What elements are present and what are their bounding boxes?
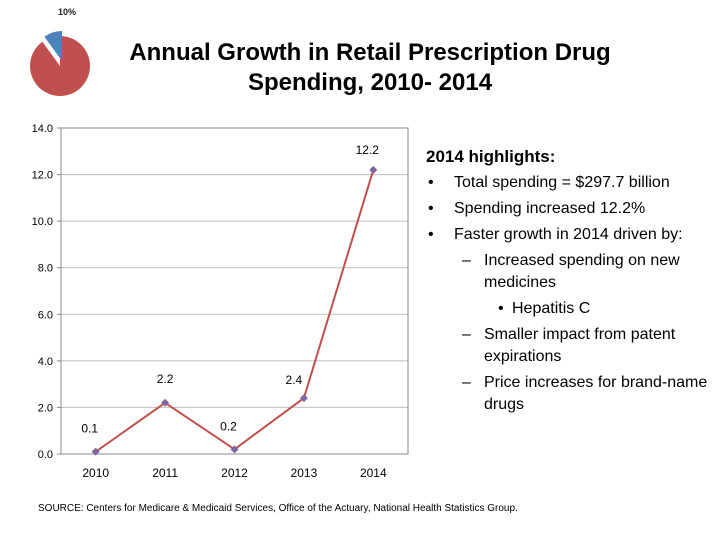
data-label: 2.4 (286, 373, 303, 387)
y-tick-label: 12.0 (32, 170, 53, 182)
data-point-marker (299, 394, 308, 403)
y-tick-label: 2.0 (38, 402, 53, 414)
highlight-item-level-1: Total spending = $297.7 billion (426, 172, 718, 194)
data-label: 0.1 (81, 422, 98, 436)
series-line (95, 169, 375, 453)
y-tick-label: 4.0 (38, 356, 53, 368)
x-tick-label: 2014 (360, 466, 387, 480)
chart-title-line-1: Annual Growth in Retail Prescription Dru… (129, 39, 611, 66)
highlight-item-level-1: Faster growth in 2014 driven by: (426, 224, 718, 246)
data-point-marker (230, 445, 239, 454)
chart-title-line-2: Spending, 2010- 2014 (247, 69, 493, 96)
highlights-title: 2014 highlights: (426, 147, 556, 166)
plot-area-frame (60, 127, 409, 455)
x-axis-ticks: 2010 2011 2012 2013 2014 (82, 466, 387, 480)
data-labels: 0.1 2.2 0.2 2.4 12.2 (81, 143, 379, 436)
x-tick-label: 2012 (221, 466, 248, 480)
y-tick-label: 10.0 (32, 216, 53, 228)
data-point-marker (91, 447, 100, 456)
data-markers (91, 165, 378, 456)
pie-rest-slice (30, 36, 90, 96)
x-tick-label: 2011 (152, 466, 178, 480)
highlights-panel: 2014 highlights: Total spending = $297.7… (426, 146, 718, 420)
data-label: 12.2 (356, 143, 380, 157)
pie-percent-label: 10% (58, 7, 77, 17)
highlight-item-level-2: Increased spending on new medicines (426, 250, 718, 294)
pie-highlight-slice (44, 31, 62, 61)
source-note: SOURCE: Centers for Medicare & Medicaid … (38, 503, 518, 514)
data-point-marker (369, 165, 378, 174)
gridlines (61, 174, 408, 408)
highlight-item-level-2: Smaller impact from patent expirations (426, 324, 718, 368)
data-label: 2.2 (157, 372, 174, 386)
x-tick-label: 2013 (291, 466, 318, 480)
y-axis-ticks: 0.0 2.0 4.0 6.0 8.0 10.0 12.0 14.0 (32, 123, 61, 461)
highlight-item-level-1: Spending increased 12.2% (426, 198, 718, 220)
y-tick-label: 0.0 (38, 449, 53, 461)
highlights-list: Total spending = $297.7 billion Spending … (426, 172, 718, 416)
data-point-marker (161, 398, 170, 407)
y-tick-label: 8.0 (38, 263, 53, 275)
highlight-item-level-2: Price increases for brand-name drugs (426, 372, 718, 416)
data-label: 0.2 (220, 419, 237, 433)
chart-title: Annual Growth in Retail Prescription Dru… (110, 38, 630, 98)
x-tick-label: 2010 (82, 466, 109, 480)
pie-chart-badge (30, 31, 90, 96)
y-tick-label: 6.0 (38, 309, 53, 321)
highlight-item-level-3: Hepatitis C (426, 298, 718, 320)
y-tick-label: 14.0 (32, 123, 53, 135)
